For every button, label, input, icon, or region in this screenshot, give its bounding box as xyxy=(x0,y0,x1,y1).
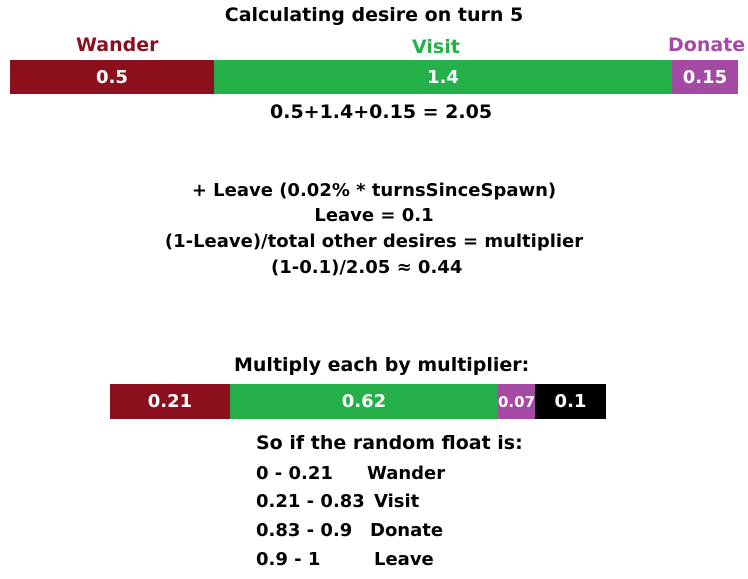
visit-value: 1.4 xyxy=(427,66,459,88)
visit-scaled-segment: 0.62 xyxy=(230,384,498,419)
leave-line-3: (1-Leave)/total other desires = multipli… xyxy=(164,231,584,252)
range-donate: 0.83 - 0.9 xyxy=(256,520,353,541)
donate-label: Donate xyxy=(668,34,746,56)
visit-label: Visit xyxy=(412,36,460,58)
action-visit: Visit xyxy=(374,491,420,512)
action-wander: Wander xyxy=(367,463,446,484)
leave-scaled-value: 0.1 xyxy=(554,391,587,412)
top-desire-bar: 0.5 1.4 0.15 xyxy=(10,60,738,94)
wander-scaled-segment: 0.21 xyxy=(110,384,230,419)
action-donate: Donate xyxy=(370,520,444,541)
range-leave: 0.9 - 1 xyxy=(256,549,321,570)
range-visit: 0.21 - 0.83 xyxy=(256,491,365,512)
wander-segment: 0.5 xyxy=(10,60,214,94)
donate-scaled-segment: 0.07 xyxy=(498,384,535,419)
random-heading: So if the random float is: xyxy=(256,432,523,454)
visit-scaled-value: 0.62 xyxy=(341,391,387,412)
donate-segment: 0.15 xyxy=(672,60,738,94)
range-wander: 0 - 0.21 xyxy=(256,463,333,484)
leave-line-1: + Leave (0.02% * turnsSinceSpawn) xyxy=(191,180,557,201)
leave-scaled-segment: 0.1 xyxy=(535,384,606,419)
visit-segment: 1.4 xyxy=(214,60,672,94)
wander-value: 0.5 xyxy=(96,66,128,88)
leave-line-4: (1-0.1)/2.05 ≈ 0.44 xyxy=(271,257,463,278)
action-leave: Leave xyxy=(374,549,434,570)
multiply-heading: Multiply each by multiplier: xyxy=(234,354,530,376)
donate-value: 0.15 xyxy=(682,66,728,88)
wander-scaled-value: 0.21 xyxy=(147,391,193,412)
wander-label: Wander xyxy=(76,34,159,56)
donate-scaled-value: 0.07 xyxy=(498,392,535,411)
diagram-title: Calculating desire on turn 5 xyxy=(224,4,524,26)
leave-line-2: Leave = 0.1 xyxy=(314,205,434,226)
bottom-desire-bar: 0.21 0.62 0.07 0.1 xyxy=(110,384,606,419)
sum-line: 0.5+1.4+0.15 = 2.05 xyxy=(270,101,493,123)
